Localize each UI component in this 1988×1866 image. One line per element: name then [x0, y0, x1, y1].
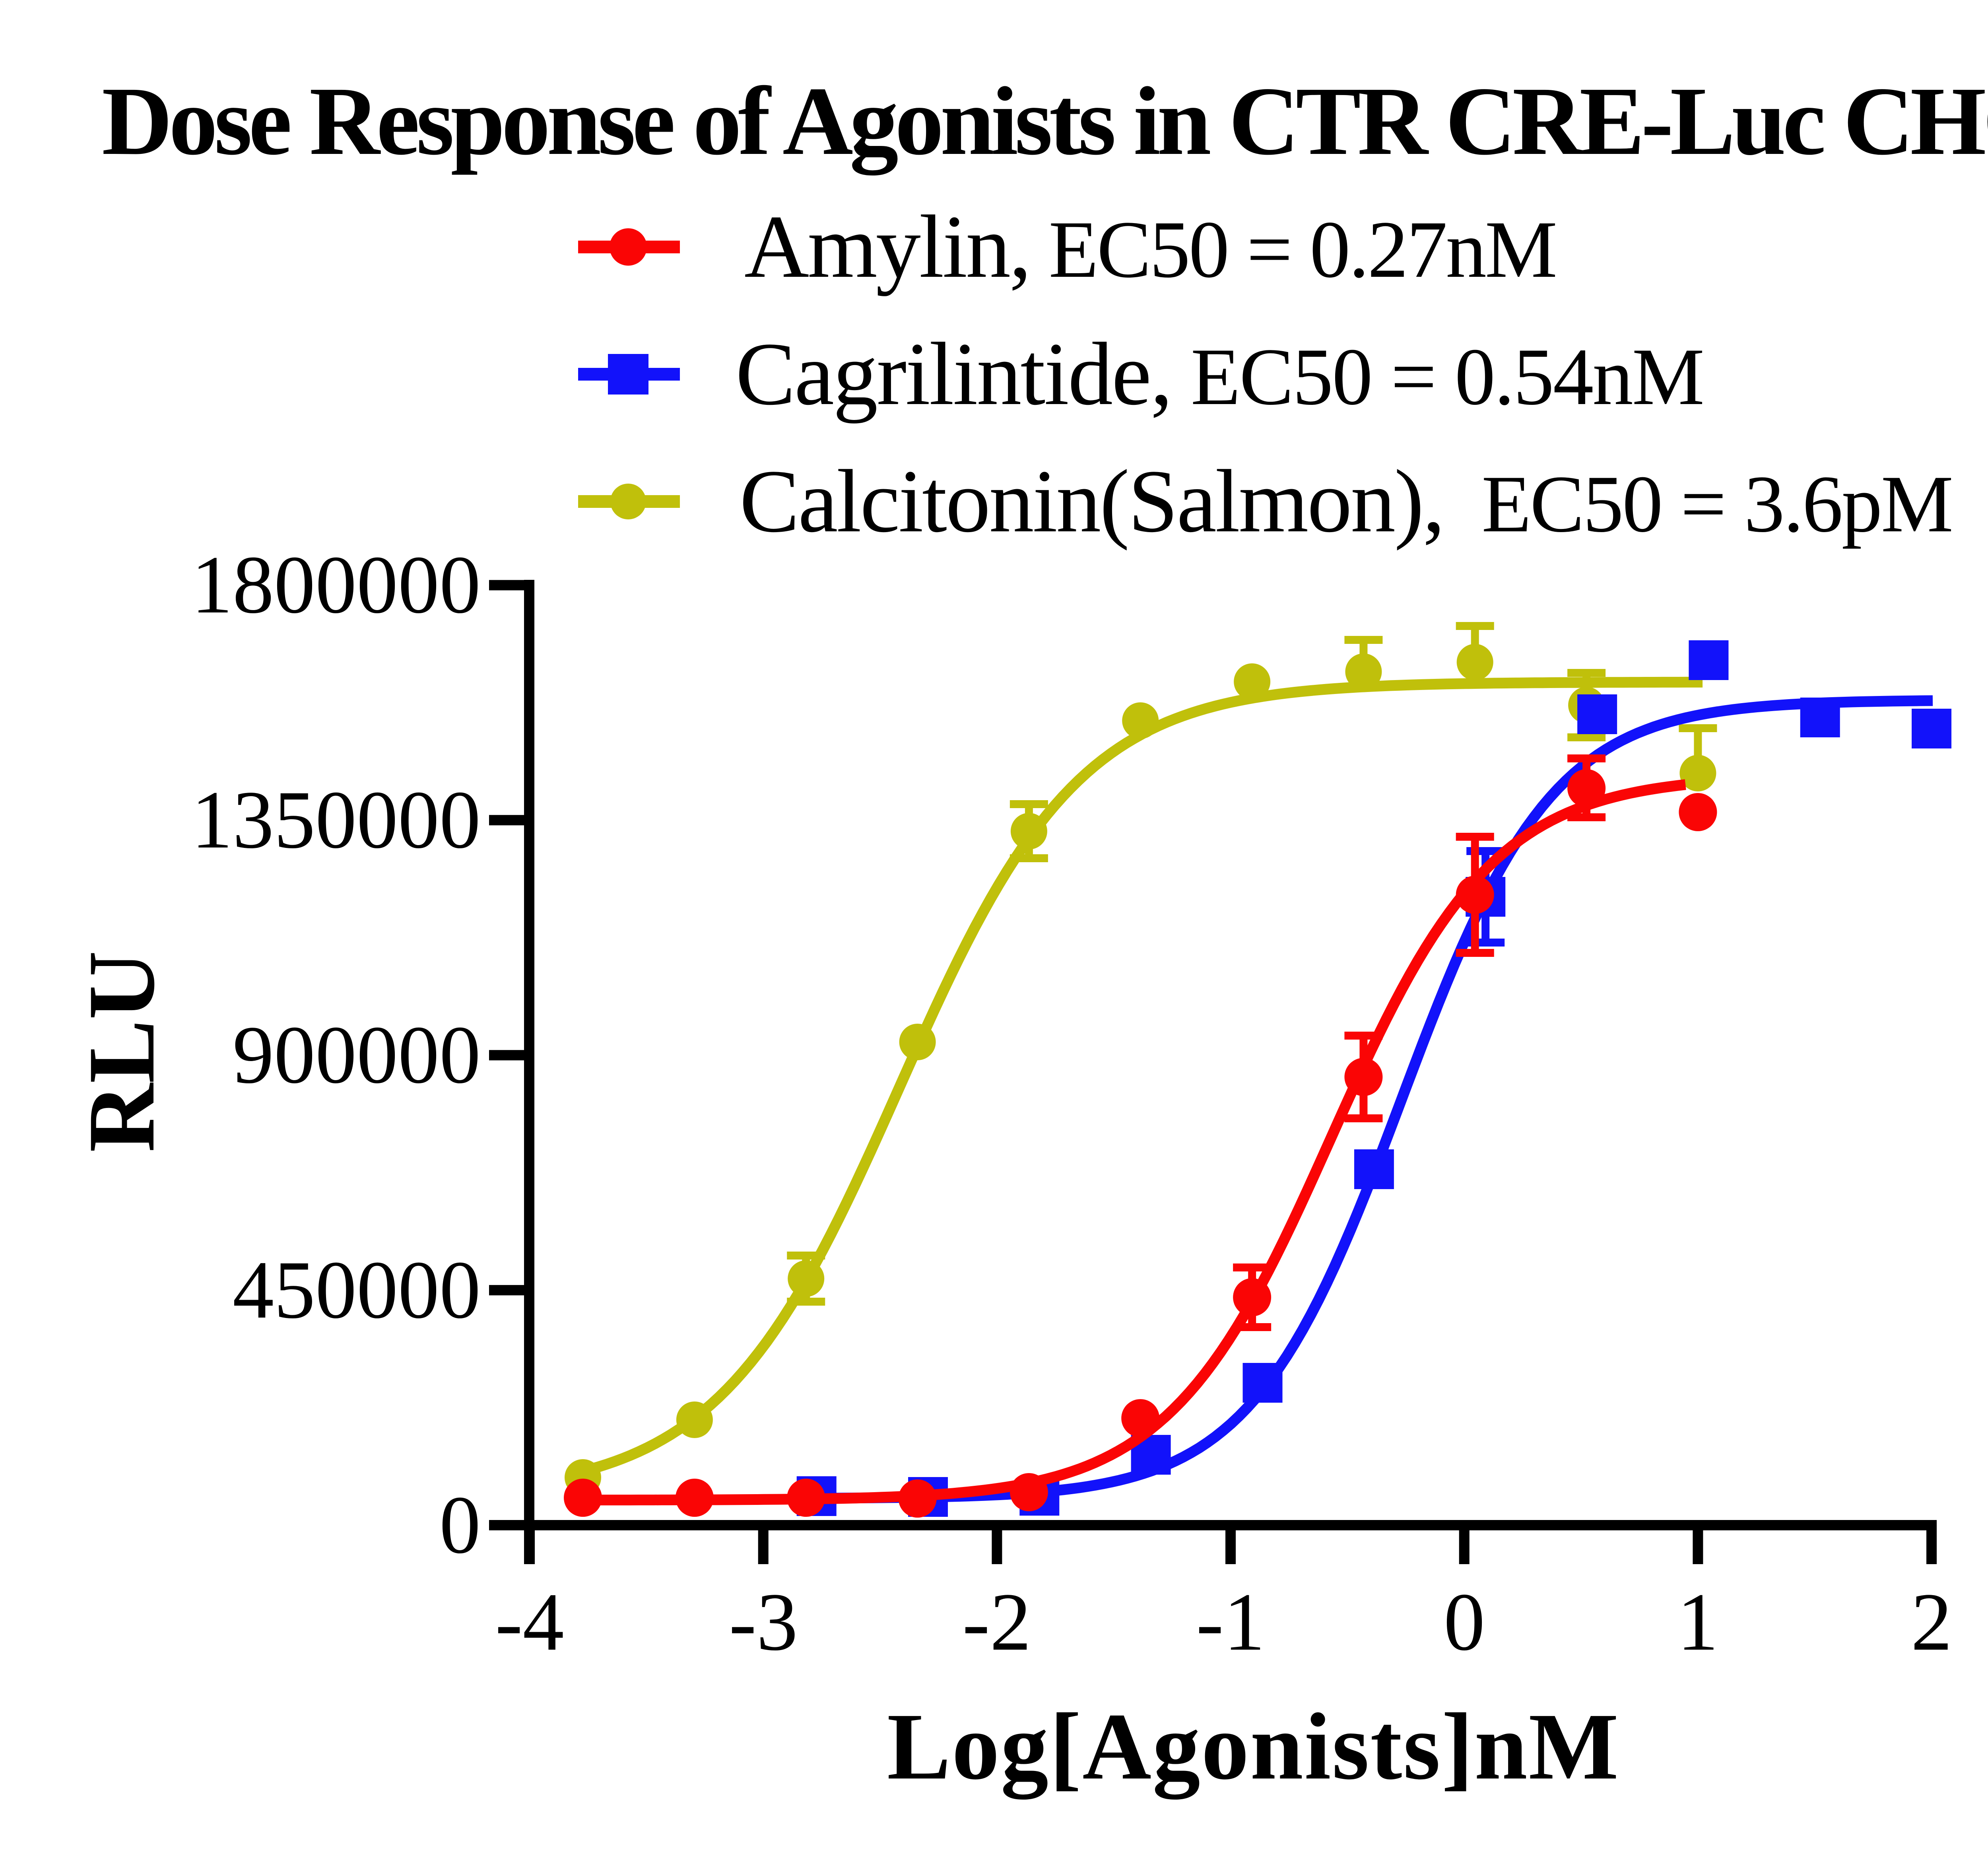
svg-text:2: 2 [1911, 1576, 1952, 1668]
svg-text:Log[Agonists]nM: Log[Agonists]nM [887, 1693, 1619, 1800]
svg-text:-1: -1 [1196, 1576, 1265, 1668]
svg-text:Cagrilintide, EC50 = 0.54nM: Cagrilintide, EC50 = 0.54nM [736, 324, 1705, 424]
svg-text:Amylin, EC50 = 0.27nM: Amylin, EC50 = 0.27nM [744, 197, 1557, 296]
svg-text:-3: -3 [729, 1576, 798, 1668]
svg-text:Calcitonin(Salmon), EC50 = 3.: Calcitonin(Salmon), EC50 = 3.6pM [740, 451, 1953, 551]
svg-text:-2: -2 [962, 1576, 1031, 1668]
svg-text:RLU: RLU [68, 951, 174, 1153]
svg-text:900000: 900000 [233, 1009, 481, 1100]
svg-text:0: 0 [439, 1479, 481, 1571]
svg-text:1800000: 1800000 [191, 539, 481, 630]
svg-text:Dose Response of Agonists in C: Dose Response of Agonists in CTR CRE-Luc… [102, 51, 1988, 179]
svg-text:450000: 450000 [233, 1244, 481, 1335]
svg-text:1: 1 [1677, 1576, 1718, 1668]
svg-text:-4: -4 [495, 1576, 564, 1668]
svg-text:0: 0 [1444, 1576, 1485, 1668]
svg-text:1350000: 1350000 [191, 774, 481, 865]
